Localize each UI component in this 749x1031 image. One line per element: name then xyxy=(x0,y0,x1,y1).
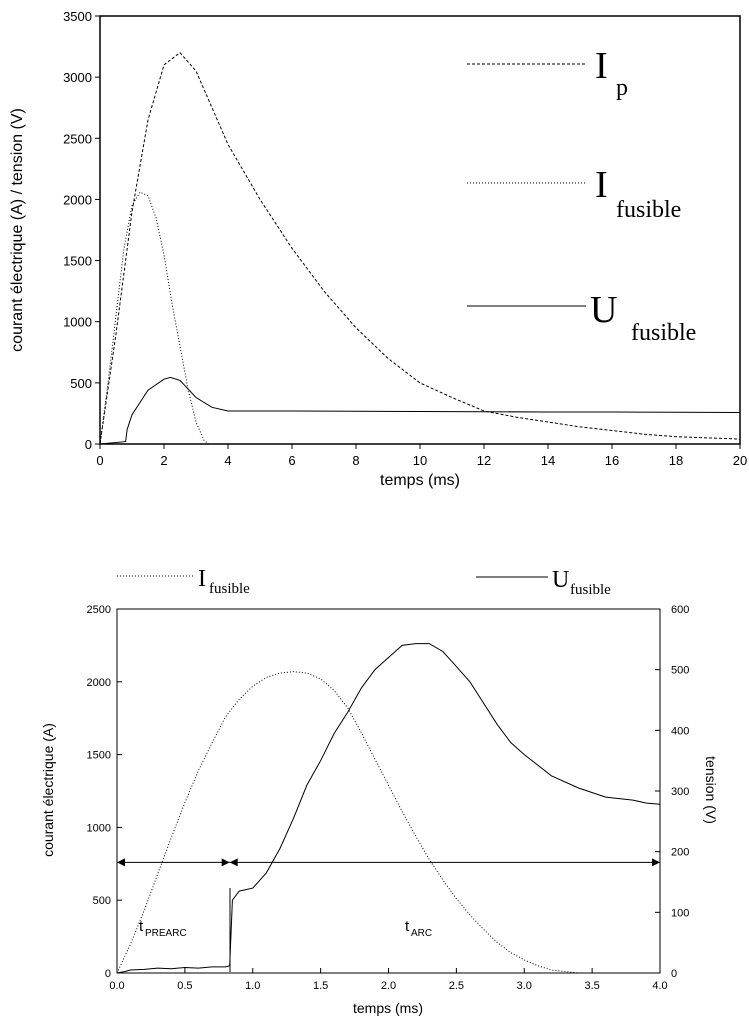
top-y-tick-label: 2500 xyxy=(63,131,92,146)
bottom-x-tick-label: 0.5 xyxy=(177,980,192,992)
top-legend-label-ufusible-main: U xyxy=(590,289,617,331)
bottom-y-tick-label: 1500 xyxy=(87,750,111,762)
annotation-tprearc-main: t xyxy=(139,918,144,935)
top-x-tick-label: 18 xyxy=(669,453,683,468)
annotation-tarc-main: t xyxy=(405,918,410,935)
top-x-tick-label: 2 xyxy=(160,453,167,468)
top-legend-label-ifusible-sub: fusible xyxy=(616,197,681,223)
bottom-y-tick-label: 1000 xyxy=(87,822,111,834)
top-x-tick-label: 14 xyxy=(541,453,555,468)
bottom-y2-tick-label: 600 xyxy=(671,604,689,616)
bottom-y2-axis-title: tension (V) xyxy=(703,756,719,824)
top-x-tick-label: 4 xyxy=(224,453,231,468)
bottom-x-tick-label: 2.5 xyxy=(449,980,464,992)
bottom-legend: I fusible U fusible xyxy=(117,566,611,598)
bottom-x-tick-label: 2.0 xyxy=(381,980,396,992)
annotation-arrowhead-start xyxy=(117,858,125,867)
top-x-tick-label: 20 xyxy=(733,453,747,468)
top-legend-label-ip-main: I xyxy=(595,45,608,87)
bottom-y2-tick-label: 500 xyxy=(671,665,689,677)
annotation-tarc-sub: ARC xyxy=(411,928,432,939)
bottom-x-axis-title: temps (ms) xyxy=(353,1000,423,1016)
top-series-i-fusible-line xyxy=(99,191,210,445)
bottom-x-tick-label: 1.0 xyxy=(245,980,260,992)
bottom-y2-tick-label: 200 xyxy=(671,847,689,859)
top-series-i-p-line xyxy=(99,52,741,445)
bottom-y-tick-label: 2500 xyxy=(87,604,111,616)
top-x-ticks: 0 2 4 6 8 10 12 14 16 18 20 xyxy=(96,444,747,468)
bottom-legend-label-ufusible-sub: fusible xyxy=(570,582,611,598)
top-y-tick-label: 0 xyxy=(85,437,92,452)
bottom-x-tick-label: 0.0 xyxy=(109,980,124,992)
top-legend: I p I fusible U fusible xyxy=(467,45,696,346)
bottom-x-ticks: 0.0 0.5 1.0 1.5 2.0 2.5 3.0 3.5 4.0 xyxy=(109,968,668,992)
bottom-y2-tick-label: 100 xyxy=(671,907,689,919)
bottom-y-axis-title: courant électrique (A) xyxy=(40,723,56,857)
top-y-axis-title: courant électrique (A) / tension (V) xyxy=(9,108,26,352)
bottom-y-tick-label: 0 xyxy=(105,968,111,980)
bottom-y-right-ticks: 0 100 200 300 400 500 600 xyxy=(655,604,689,980)
bottom-chart: I fusible U fusible 0.0 0.5 1.0 1.5 2.0 2.5 3.… xyxy=(40,566,719,1016)
annotation-tprearc-sub: PREARC xyxy=(145,928,187,939)
bottom-legend-label-ifusible-sub: fusible xyxy=(209,581,250,597)
bottom-x-tick-label: 1.5 xyxy=(313,980,328,992)
top-x-tick-label: 8 xyxy=(352,453,359,468)
bottom-series-i-fusible-line xyxy=(116,671,593,974)
top-y-ticks: 0 500 1000 1500 2000 2500 3000 3500 xyxy=(63,9,100,452)
top-y-tick-label: 3000 xyxy=(63,70,92,85)
top-x-tick-label: 10 xyxy=(413,453,427,468)
bottom-y2-tick-label: 300 xyxy=(671,786,689,798)
bottom-annotations xyxy=(117,858,660,972)
top-x-tick-label: 12 xyxy=(477,453,491,468)
bottom-legend-label-ifusible-main: I xyxy=(198,566,206,592)
top-series-u-fusible-line xyxy=(99,376,741,445)
top-y-tick-label: 1500 xyxy=(63,254,92,269)
top-legend-label-ip-sub: p xyxy=(616,75,628,101)
top-y-tick-label: 3500 xyxy=(63,9,92,24)
bottom-y2-tick-label: 400 xyxy=(671,725,689,737)
top-x-tick-label: 0 xyxy=(96,453,103,468)
bottom-y-left-ticks: 0 500 1000 1500 2000 2500 xyxy=(87,604,122,980)
bottom-plot-frame xyxy=(116,608,661,974)
bottom-x-tick-label: 3.0 xyxy=(517,980,532,992)
top-chart: 0 2 4 6 8 10 12 14 16 18 20 0 500 1000 1500 2000 2500 30… xyxy=(9,9,747,489)
top-x-axis-title: temps (ms) xyxy=(380,472,460,489)
bottom-series-group xyxy=(116,643,661,974)
bottom-legend-label-ufusible-main: U xyxy=(552,567,569,593)
top-x-tick-label: 16 xyxy=(605,453,619,468)
bottom-y-tick-label: 500 xyxy=(93,895,111,907)
top-y-tick-label: 500 xyxy=(70,376,92,391)
top-legend-label-ufusible-sub: fusible xyxy=(631,320,696,346)
top-legend-label-ifusible-main: I xyxy=(595,164,608,206)
bottom-y2-tick-label: 0 xyxy=(671,968,677,980)
top-plot-frame xyxy=(99,15,741,445)
annotation-arrowhead-end xyxy=(652,858,660,867)
bottom-x-tick-label: 3.5 xyxy=(584,980,599,992)
annotation-arrowhead-end xyxy=(221,858,230,867)
top-series-group xyxy=(99,52,741,445)
annotation-arrowhead-start xyxy=(229,858,238,867)
top-y-tick-label: 1000 xyxy=(63,315,92,330)
top-x-tick-label: 6 xyxy=(288,453,295,468)
bottom-x-tick-label: 4.0 xyxy=(652,980,667,992)
top-y-tick-label: 2000 xyxy=(63,192,92,207)
bottom-series-u-fusible-line xyxy=(116,643,661,974)
bottom-y-tick-label: 2000 xyxy=(87,677,111,689)
